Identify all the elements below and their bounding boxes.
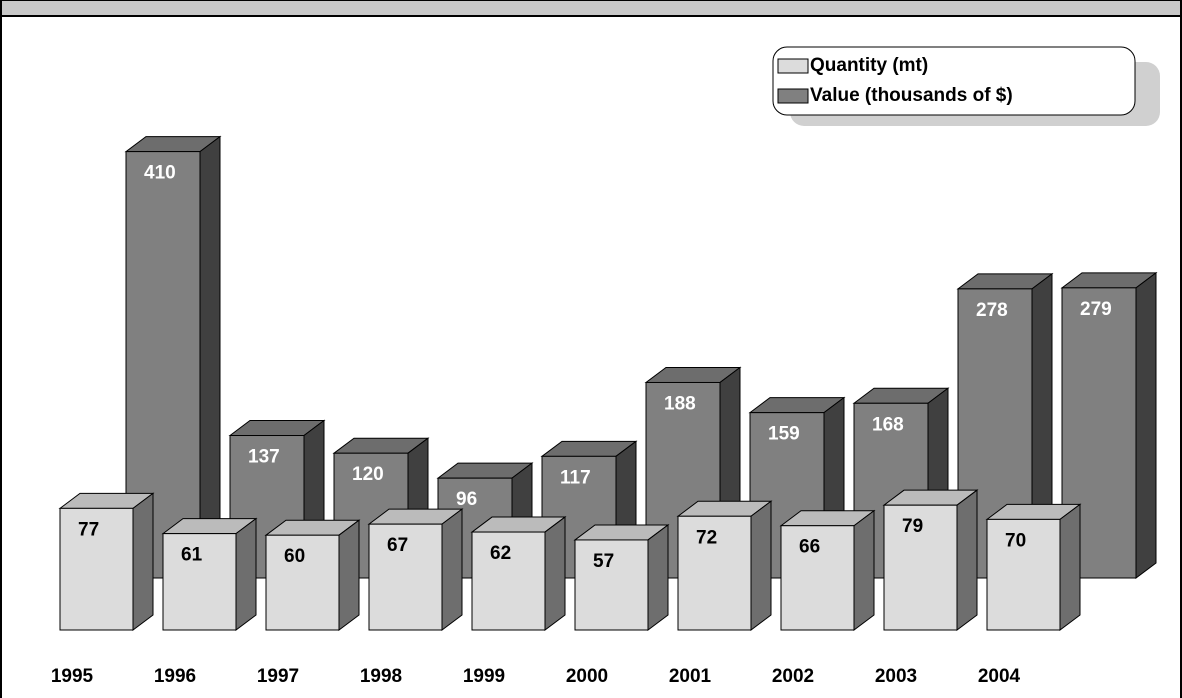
bar-front: [677, 515, 752, 631]
data-label: 60: [284, 546, 305, 567]
data-label: 159: [768, 424, 800, 445]
data-label: 67: [387, 535, 408, 556]
bar-side: [750, 500, 772, 631]
bar-side: [132, 492, 154, 631]
bar-side: [853, 509, 875, 631]
x-tick-label: 2002: [772, 666, 814, 687]
bar-side: [544, 516, 566, 631]
bar: [676, 500, 773, 631]
data-label: 61: [181, 545, 203, 566]
title-band: [0, 0, 1182, 17]
x-tick-label: 2000: [566, 666, 608, 687]
data-label: 120: [352, 464, 384, 485]
bar-side: [956, 489, 978, 631]
bar: [882, 489, 979, 631]
bar-front: [986, 518, 1061, 631]
x-tick-label: 1997: [257, 666, 299, 687]
x-tick-label: 2003: [875, 666, 917, 687]
bar: [367, 508, 464, 631]
legend-box: [772, 46, 1136, 116]
data-label: 57: [593, 551, 614, 572]
data-label: 188: [664, 393, 696, 414]
data-label: 77: [78, 519, 99, 540]
bar-side: [199, 135, 221, 579]
data-label: 137: [248, 447, 280, 468]
data-label: 279: [1080, 299, 1112, 320]
data-label: 62: [490, 543, 511, 564]
bar-side: [1135, 271, 1157, 579]
legend-swatch: [777, 58, 809, 74]
data-label: 168: [872, 414, 904, 435]
legend-swatch: [777, 88, 809, 104]
bar-side: [441, 508, 463, 631]
bar: [161, 517, 258, 631]
bar: [58, 492, 155, 631]
data-label: 410: [144, 163, 176, 184]
bar-front: [265, 534, 340, 631]
bar: [124, 135, 222, 579]
bar: [470, 516, 567, 631]
bar-front: [883, 504, 958, 631]
bar-side: [1059, 503, 1081, 631]
x-tick-label: 1998: [360, 666, 402, 687]
x-tick-label: 2004: [978, 666, 1021, 687]
data-label: 72: [696, 527, 717, 548]
bar: [264, 519, 361, 631]
bar-front: [780, 525, 855, 631]
data-label: 70: [1005, 530, 1026, 551]
bar: [573, 523, 670, 631]
bar-side: [338, 519, 360, 631]
bar-front: [574, 539, 649, 631]
bar-side: [235, 517, 257, 631]
bar: [985, 503, 1082, 631]
bar: [779, 509, 876, 631]
data-label: 96: [456, 489, 477, 510]
data-label: 66: [799, 537, 820, 558]
bar-front: [162, 533, 237, 631]
legend: Quantity (mt) Value (thousands of $): [772, 46, 1160, 126]
bar-front: [59, 507, 134, 631]
data-label: 79: [902, 516, 923, 537]
bar-front: [368, 523, 443, 631]
legend-label: Quantity (mt): [810, 55, 928, 76]
data-label: 278: [976, 300, 1008, 321]
x-tick-label: 1996: [154, 666, 196, 687]
bar-front: [471, 531, 546, 631]
bar-side: [647, 523, 669, 631]
legend-label: Value (thousands of $): [810, 85, 1013, 106]
data-label: 117: [560, 467, 591, 488]
x-tick-label: 2001: [669, 666, 712, 687]
x-tick-label: 1995: [51, 666, 94, 687]
x-tick-label: 1999: [463, 666, 505, 687]
